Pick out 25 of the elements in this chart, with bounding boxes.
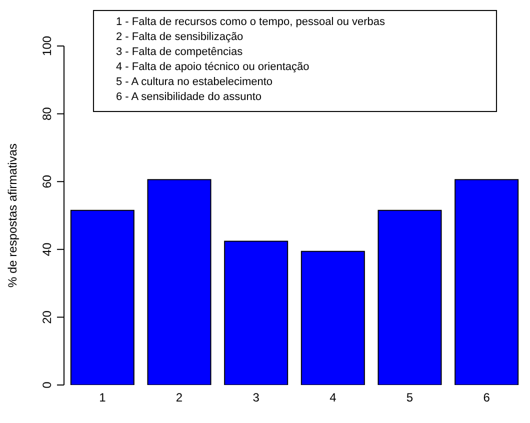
annotation: 4 - Falta de apoio técnico ou orientação <box>116 60 310 75</box>
x-tick-label: 5 <box>406 390 414 405</box>
x-tick-label: 2 <box>176 390 183 405</box>
bar <box>378 210 442 385</box>
y-axis-title: % de respostas afirmativas <box>5 143 20 288</box>
y-tick-label: 60 <box>40 174 54 188</box>
y-tick-label: 0 <box>40 381 54 388</box>
bar <box>147 179 212 385</box>
y-tick-label: 80 <box>40 106 54 120</box>
x-tick-label: 6 <box>483 390 490 405</box>
y-tick-label: 20 <box>40 310 54 324</box>
x-tick-label: 3 <box>252 390 260 405</box>
annotation: 3 - Falta de competências <box>116 45 244 60</box>
x-tick-label: 1 <box>99 390 106 405</box>
bar <box>300 250 365 385</box>
text: 1 - Falta de recursos como o tempo, pessoal ou verbas <box>116 16 386 28</box>
annotation: 6 - A sensibilidade do assunto <box>116 90 263 105</box>
annotation: 5 - A cultura no estabelecimento <box>116 75 274 90</box>
y-tick-label: 40 <box>40 242 54 256</box>
bar <box>454 179 519 385</box>
text: 2 - Falta de sensibilização <box>116 31 244 43</box>
y-tick-label: 100 <box>40 36 54 56</box>
bar <box>224 240 288 385</box>
bar <box>70 210 134 385</box>
x-tick-label: 4 <box>330 390 337 405</box>
